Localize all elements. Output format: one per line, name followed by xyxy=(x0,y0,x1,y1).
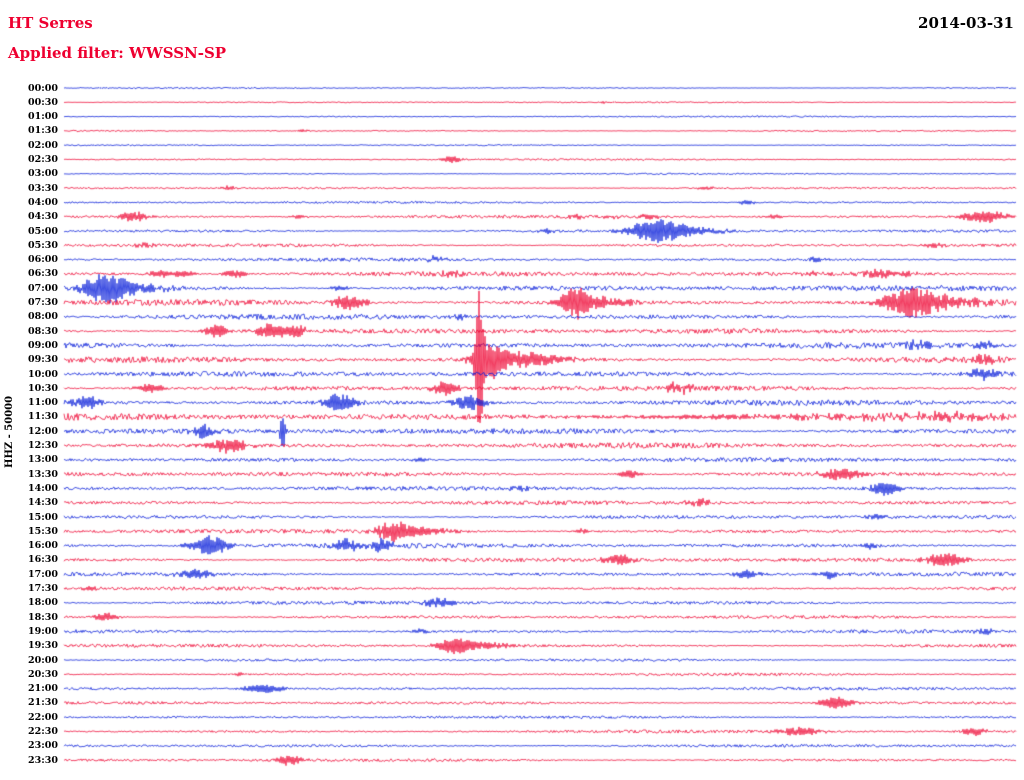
time-label: 16:00 xyxy=(28,540,58,552)
time-label: 00:30 xyxy=(28,96,58,108)
time-label: 22:30 xyxy=(28,726,58,737)
time-label: 21:00 xyxy=(28,683,58,695)
time-label: 10:30 xyxy=(28,382,58,394)
time-label: 04:00 xyxy=(28,196,58,208)
time-label: 13:30 xyxy=(28,468,58,480)
time-label: 00:00 xyxy=(28,82,58,94)
time-label: 11:30 xyxy=(28,411,58,423)
time-label: 02:30 xyxy=(28,154,58,165)
time-label: 01:00 xyxy=(28,111,58,123)
time-label: 11:00 xyxy=(28,397,58,409)
time-label: 20:30 xyxy=(28,668,58,680)
time-label: 04:30 xyxy=(28,211,58,223)
time-label: 05:30 xyxy=(28,239,58,251)
time-label: 18:00 xyxy=(28,597,58,609)
time-label: 12:30 xyxy=(28,440,58,451)
time-label: 15:30 xyxy=(28,525,58,537)
time-label: 21:30 xyxy=(28,697,58,709)
time-label: 06:30 xyxy=(28,268,58,280)
time-label: 17:30 xyxy=(28,583,58,594)
time-label: 22:00 xyxy=(28,711,58,723)
time-label: 03:30 xyxy=(28,182,58,194)
time-label: 20:00 xyxy=(28,654,58,666)
time-label: 12:00 xyxy=(28,425,58,437)
time-label: 09:30 xyxy=(28,354,58,366)
time-label: 10:00 xyxy=(28,368,58,380)
time-label: 08:30 xyxy=(28,325,58,337)
time-label: 07:30 xyxy=(28,297,58,308)
time-label: 02:00 xyxy=(28,139,58,151)
time-label: 18:30 xyxy=(28,611,58,623)
time-label: 03:00 xyxy=(28,168,58,180)
time-label: 19:30 xyxy=(28,640,58,652)
time-label: 07:00 xyxy=(28,282,58,294)
time-label: 06:00 xyxy=(28,254,58,266)
time-label: 19:00 xyxy=(28,625,58,637)
time-label: 16:30 xyxy=(28,554,58,566)
time-label: 13:00 xyxy=(28,454,58,466)
time-label: 15:00 xyxy=(28,511,58,523)
time-label: 23:00 xyxy=(28,740,58,752)
time-label: 08:00 xyxy=(28,311,58,323)
time-label: 23:30 xyxy=(28,754,58,766)
time-label: 14:30 xyxy=(28,497,58,509)
time-label: 17:00 xyxy=(28,568,58,580)
time-label: 05:00 xyxy=(28,225,58,237)
time-label: 09:00 xyxy=(28,339,58,351)
time-label: 01:30 xyxy=(28,125,58,137)
time-label: 14:00 xyxy=(28,482,58,494)
